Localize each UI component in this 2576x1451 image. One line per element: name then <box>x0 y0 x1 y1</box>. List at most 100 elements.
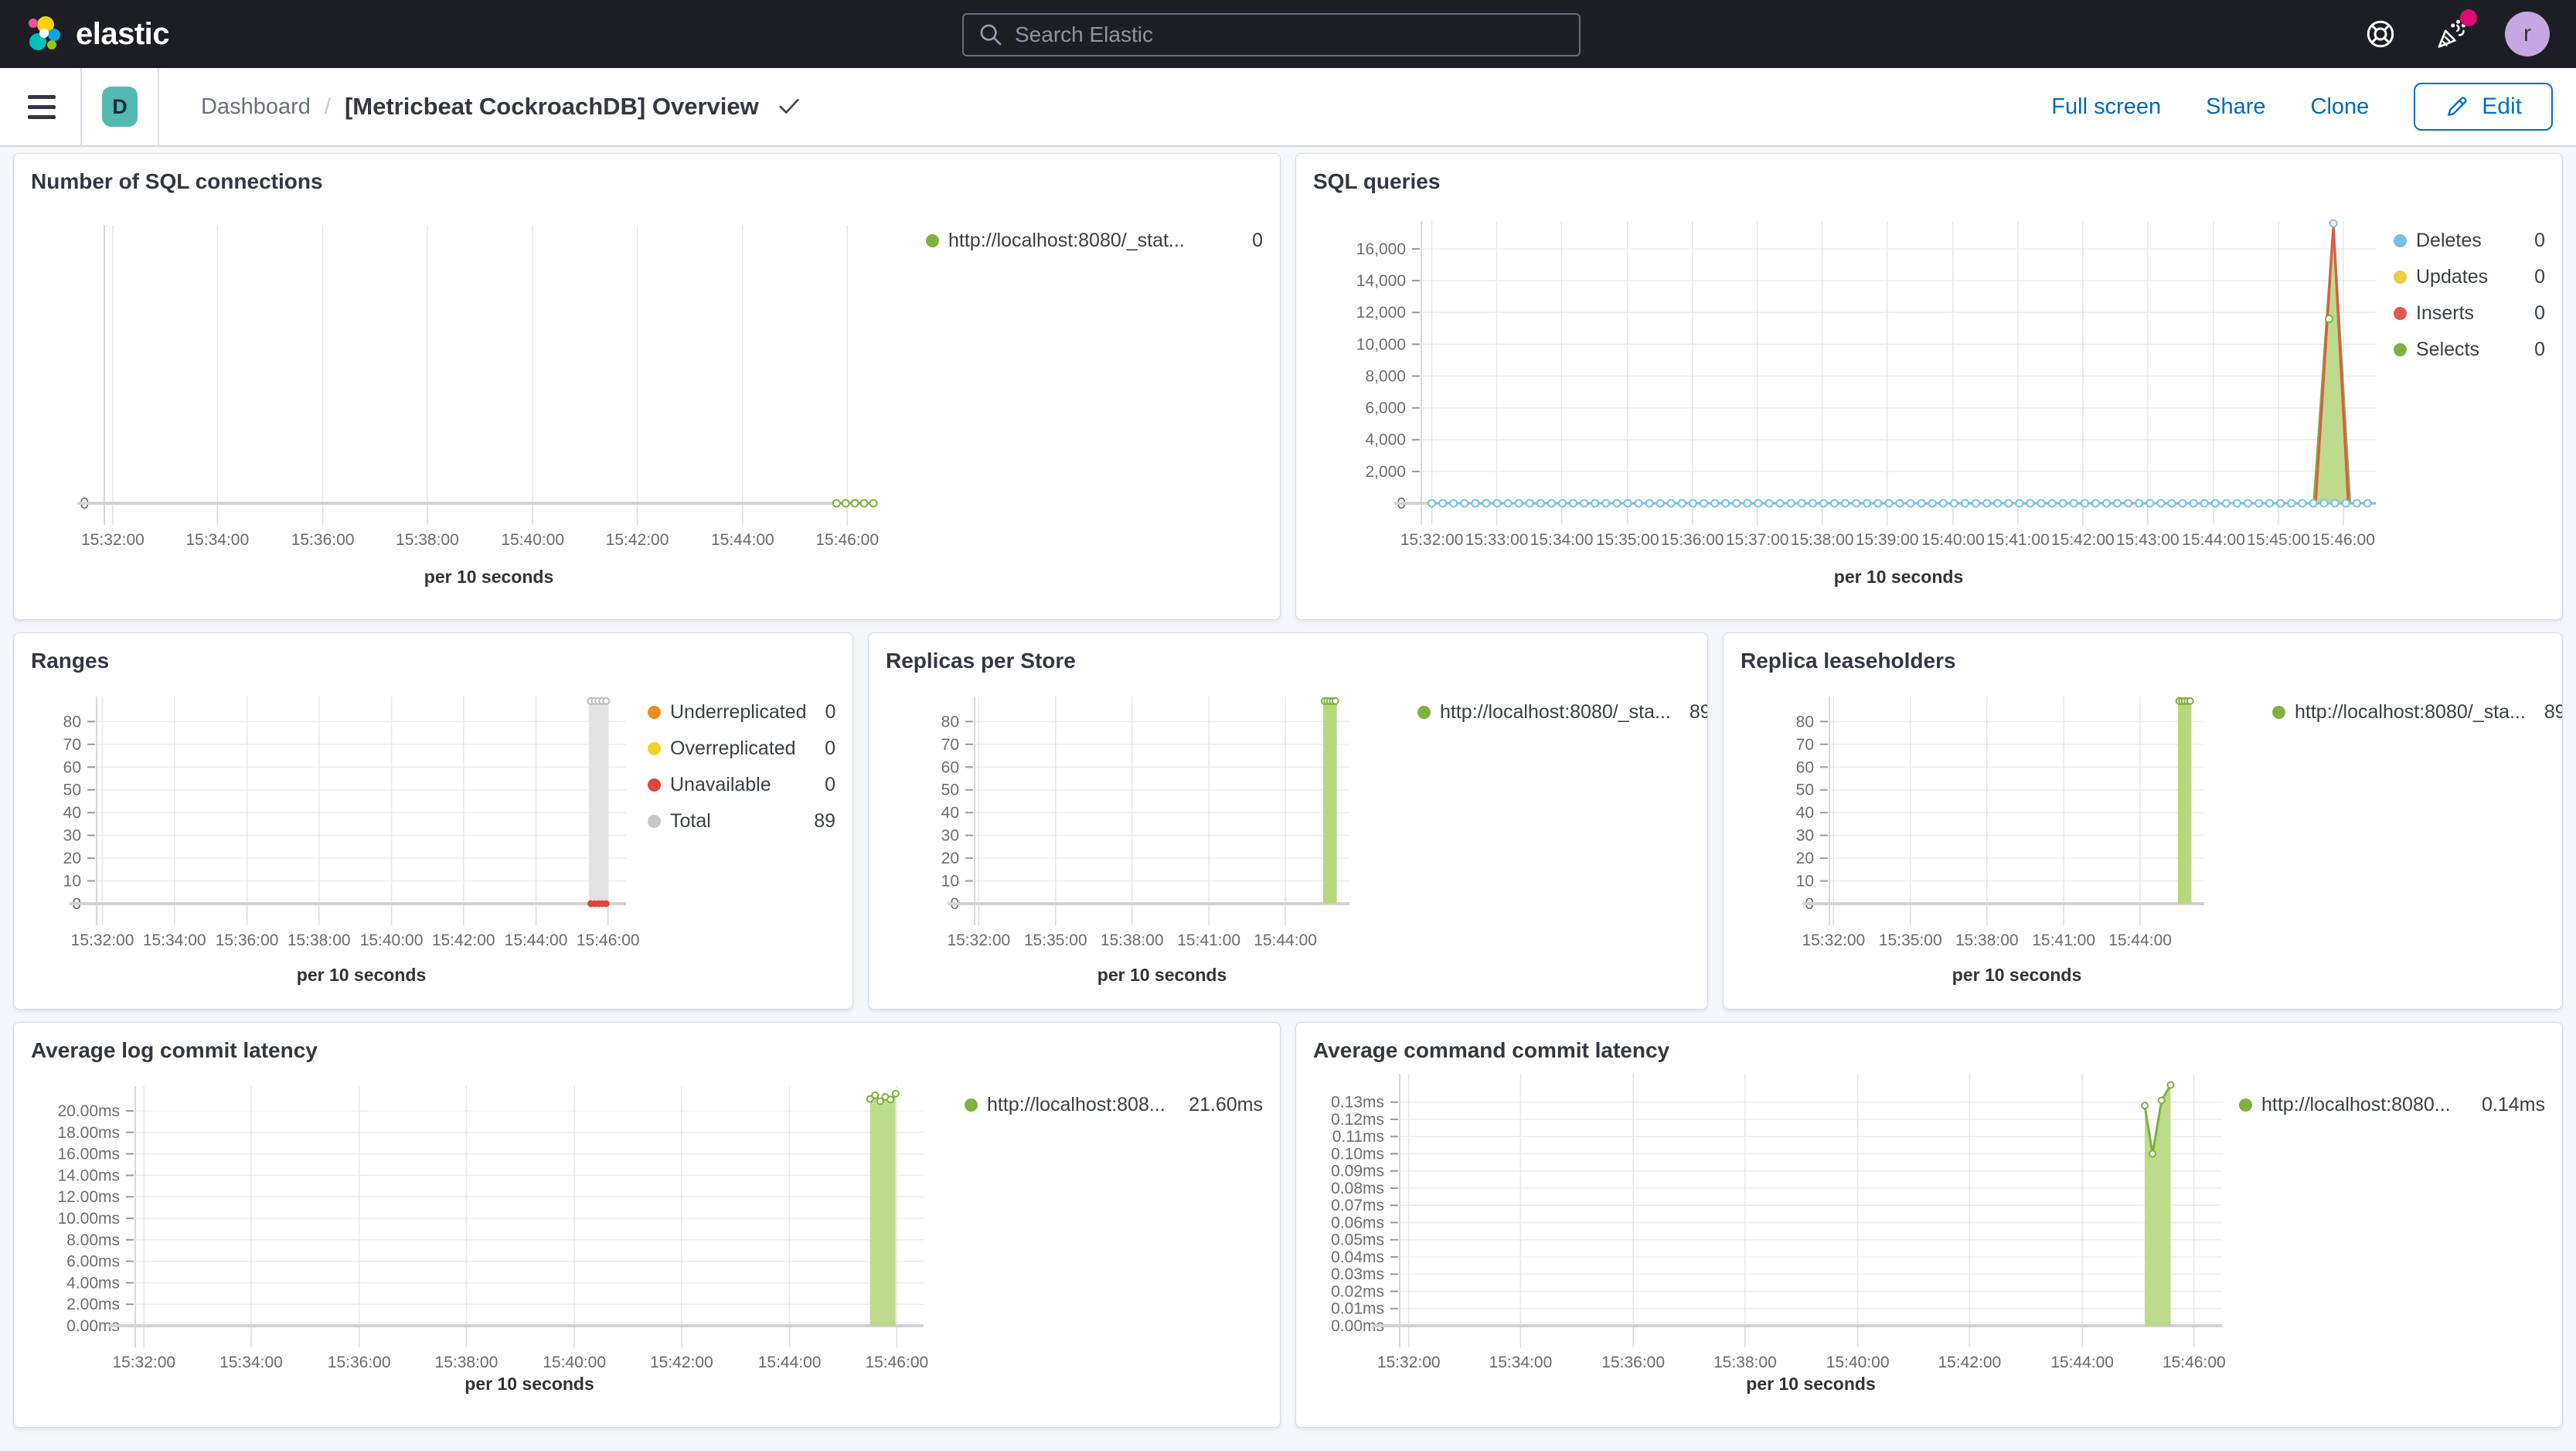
svg-text:70: 70 <box>63 736 81 754</box>
legend-item[interactable]: Unavailable 0 <box>648 774 835 796</box>
svg-text:15:40:00: 15:40:00 <box>360 932 424 949</box>
space-badge[interactable]: D <box>102 87 138 127</box>
svg-text:50: 50 <box>1796 782 1814 799</box>
legend-dot-icon <box>648 742 661 755</box>
svg-text:15:43:00: 15:43:00 <box>2116 531 2180 549</box>
svg-text:0.06ms: 0.06ms <box>1331 1214 1384 1231</box>
legend-item[interactable]: Underreplicated 0 <box>648 701 835 724</box>
panel-title[interactable]: Average log commit latency <box>31 1038 318 1062</box>
panel-title[interactable]: Number of SQL connections <box>31 169 323 193</box>
elastic-brand: elastic <box>26 15 170 53</box>
search-input[interactable] <box>1015 22 1565 47</box>
legend-dot-icon <box>2239 1098 2252 1112</box>
svg-text:15:42:00: 15:42:00 <box>2051 531 2115 549</box>
menu-icon[interactable] <box>23 90 60 124</box>
legend-value: 0 <box>1252 230 1263 251</box>
svg-text:per 10 seconds: per 10 seconds <box>464 1374 594 1394</box>
svg-text:15:41:00: 15:41:00 <box>1986 531 2050 549</box>
svg-text:10: 10 <box>941 873 959 891</box>
legend-item[interactable]: Inserts 0 <box>2394 302 2545 325</box>
panel-title[interactable]: Replica leaseholders <box>1741 649 1956 673</box>
svg-text:15:38:00: 15:38:00 <box>396 531 459 549</box>
legend-item[interactable]: Selects 0 <box>2394 339 2545 361</box>
svg-text:15:40:00: 15:40:00 <box>1921 531 1985 549</box>
global-search[interactable] <box>962 13 1581 56</box>
panel-replicas-per-store: Replicas per Store 8070605040302010015:3… <box>868 632 1708 1010</box>
legend-value: 0 <box>825 737 835 759</box>
svg-text:18.00ms: 18.00ms <box>57 1124 120 1142</box>
svg-text:50: 50 <box>63 782 81 799</box>
legend-item[interactable]: Total 89 <box>648 810 835 833</box>
chart-replica-leaseholders[interactable]: 8070605040302010015:32:0015:35:0015:38:0… <box>1741 673 2266 990</box>
svg-text:15:32:00: 15:32:00 <box>112 1354 175 1371</box>
chart-number-of-sql-connections[interactable]: 015:32:0015:34:0015:36:0015:38:0015:40:0… <box>31 194 920 592</box>
legend-value: 0.14ms <box>2482 1094 2545 1115</box>
title-caret-icon[interactable] <box>778 97 801 116</box>
breadcrumb-dashboard[interactable]: Dashboard <box>201 94 311 119</box>
svg-text:15:46:00: 15:46:00 <box>2163 1354 2226 1371</box>
svg-text:70: 70 <box>1796 736 1814 754</box>
svg-text:20: 20 <box>63 850 81 867</box>
legend-item[interactable]: Overreplicated 0 <box>648 737 835 760</box>
edit-button[interactable]: Edit <box>2414 83 2553 131</box>
svg-text:0.09ms: 0.09ms <box>1331 1163 1384 1180</box>
chart-ranges[interactable]: 8070605040302010015:32:0015:34:0015:36:0… <box>31 673 641 990</box>
help-icon[interactable] <box>2364 18 2397 50</box>
svg-text:30: 30 <box>1796 827 1814 845</box>
legend-value: 0 <box>2534 230 2545 251</box>
legend-item[interactable]: http://localhost:8080/_sta... 89 <box>2272 701 2562 724</box>
full-screen-button[interactable]: Full screen <box>2051 94 2162 119</box>
newsfeed-icon[interactable] <box>2434 9 2477 51</box>
page-title[interactable]: [Metricbeat CockroachDB] Overview <box>344 93 759 120</box>
share-button[interactable]: Share <box>2206 94 2266 119</box>
svg-text:0.03ms: 0.03ms <box>1331 1265 1384 1283</box>
svg-text:15:38:00: 15:38:00 <box>1713 1354 1777 1371</box>
chart-replicas-per-store[interactable]: 8070605040302010015:32:0015:35:0015:38:0… <box>886 673 1411 990</box>
panel-title[interactable]: SQL queries <box>1313 169 1441 193</box>
chart-sql-queries[interactable]: 16,000 14,000 12,000 10,000 8,000 6,000 4,000 2… <box>1313 194 2387 592</box>
legend-item[interactable]: http://localhost:8080... 0.14ms <box>2239 1094 2545 1116</box>
legend-item[interactable]: http://localhost:8080/_stat... 0 <box>926 230 1263 252</box>
svg-text:80: 80 <box>63 713 81 731</box>
svg-text:20: 20 <box>941 850 959 867</box>
svg-text:15:40:00: 15:40:00 <box>1826 1354 1890 1371</box>
legend-label: Deletes <box>2416 230 2482 251</box>
chart-legend: Underreplicated 0 Overreplicated 0 Unavailab… <box>641 673 835 990</box>
legend-item[interactable]: http://localhost:808... 21.60ms <box>965 1094 1263 1116</box>
svg-text:15:44:00: 15:44:00 <box>505 932 568 949</box>
svg-text:80: 80 <box>941 713 959 731</box>
svg-text:per 10 seconds: per 10 seconds <box>1097 965 1227 985</box>
chart-legend: http://localhost:8080/_sta... 89 <box>1411 673 1707 990</box>
chart-average-command-commit-latency[interactable]: 0.13ms0.12ms0.11ms0.10ms0.09ms0.08ms0.07… <box>1313 1063 2233 1399</box>
chart-average-log-commit-latency[interactable]: 20.00ms 18.00ms 16.00ms 14.00ms 12.00ms 10.00… <box>31 1063 958 1399</box>
legend-item[interactable]: Updates 0 <box>2394 266 2545 288</box>
svg-text:15:39:00: 15:39:00 <box>1856 531 1919 549</box>
svg-text:15:32:00: 15:32:00 <box>1400 531 1464 549</box>
svg-text:15:46:00: 15:46:00 <box>865 1354 928 1371</box>
panel-title[interactable]: Ranges <box>31 649 110 673</box>
panel-title[interactable]: Replicas per Store <box>886 649 1076 673</box>
svg-text:15:34:00: 15:34:00 <box>185 531 249 549</box>
svg-text:0.00ms: 0.00ms <box>66 1317 120 1335</box>
user-avatar[interactable]: r <box>2505 12 2550 56</box>
svg-text:0.12ms: 0.12ms <box>1331 1111 1384 1129</box>
global-header: elastic r <box>0 0 2576 68</box>
legend-item[interactable]: http://localhost:8080/_sta... 89 <box>1417 701 1707 724</box>
svg-text:40: 40 <box>63 804 81 822</box>
legend-dot-icon <box>648 815 661 828</box>
svg-text:60: 60 <box>63 758 81 776</box>
notification-dot <box>2460 9 2477 26</box>
svg-text:15:32:00: 15:32:00 <box>1377 1354 1441 1371</box>
legend-dot-icon <box>2394 343 2407 356</box>
svg-text:8.00ms: 8.00ms <box>66 1231 120 1249</box>
svg-text:16,000: 16,000 <box>1356 240 1406 258</box>
svg-text:4.00ms: 4.00ms <box>66 1274 120 1292</box>
panel-title[interactable]: Average command commit latency <box>1313 1038 1670 1062</box>
panel-ranges: Ranges 80 70 60 50 40 30 20 10 0 15:32:00 15:34:00… <box>13 632 853 1010</box>
legend-item[interactable]: Deletes 0 <box>2394 230 2545 252</box>
svg-text:15:36:00: 15:36:00 <box>328 1354 391 1371</box>
legend-value: 0 <box>2534 266 2545 288</box>
svg-text:0.10ms: 0.10ms <box>1331 1145 1384 1163</box>
clone-button[interactable]: Clone <box>2310 94 2370 119</box>
edit-button-label: Edit <box>2482 94 2522 119</box>
